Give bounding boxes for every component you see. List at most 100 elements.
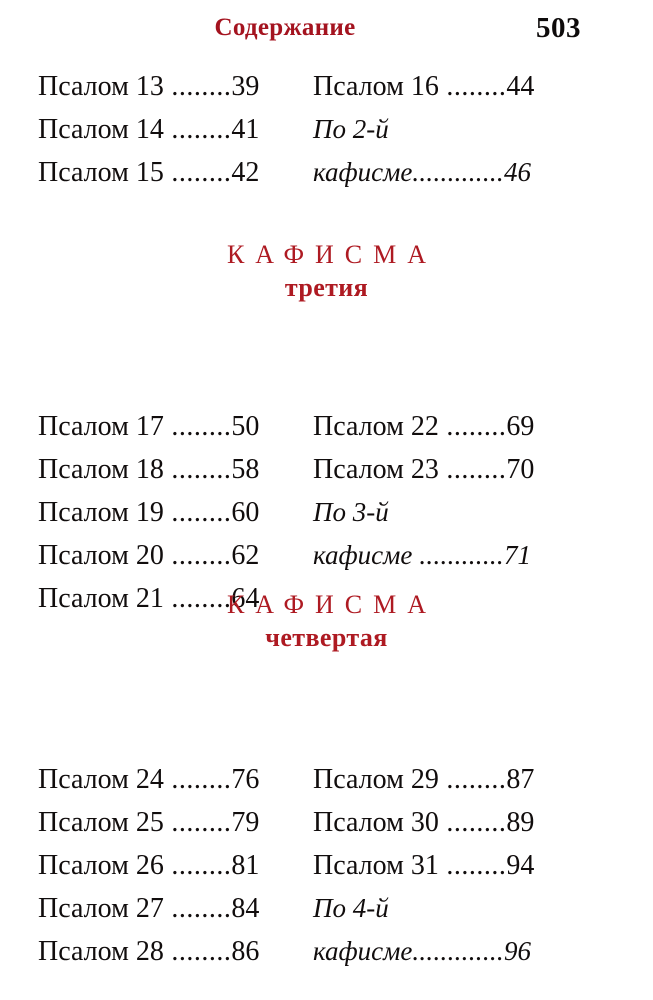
toc-entry-page: 50 — [231, 410, 260, 442]
toc-entry-label: Псалом 28 — [38, 935, 164, 967]
toc-entry-page: 42 — [231, 157, 260, 188]
toc-entry-label: Псалом 21 — [38, 582, 164, 614]
toc-entry-page: 41 — [231, 114, 260, 145]
toc-column-right: Псалом 22 ........69 Псалом 23 ........70… — [313, 405, 583, 577]
toc-entry-leader: ........ — [163, 849, 232, 881]
toc-entry-label: Псалом 24 — [38, 763, 164, 795]
toc-entry-page: 87 — [506, 763, 535, 795]
toc-entry[interactable]: Псалом 16 ........44 — [313, 65, 583, 108]
toc-entry-leader: ........ — [163, 539, 232, 571]
toc-entry-leader: ........ — [438, 71, 507, 102]
toc-entry-leader: ........ — [163, 157, 232, 188]
toc-entry-label: Псалом 23 — [313, 453, 439, 485]
toc-entry[interactable]: Псалом 24 ........76 — [38, 758, 300, 801]
kathisma-word: КАФИСМА — [226, 590, 438, 619]
toc-entry[interactable]: Псалом 27 ........84 — [38, 887, 300, 930]
toc-entry-label: Псалом 31 — [313, 849, 439, 881]
toc-entry[interactable]: Псалом 20 ........62 — [38, 534, 300, 577]
toc-entry-label: Псалом 30 — [313, 806, 439, 838]
toc-entry-page: 64 — [231, 582, 260, 614]
page-title: Содержание — [214, 14, 356, 41]
toc-entry-page: 84 — [231, 892, 260, 924]
toc-entry-label: Псалом 15 — [38, 157, 164, 188]
running-head: Содержание 503 — [0, 12, 653, 54]
toc-entry-page: 71 — [503, 539, 531, 570]
toc-entry-leader: ........ — [163, 582, 232, 614]
toc-entry[interactable]: Псалом 17 ........50 — [38, 405, 300, 448]
toc-entry[interactable]: Псалом 30 ........89 — [313, 801, 583, 844]
toc-entry[interactable]: Псалом 15 ........42 — [38, 151, 300, 194]
toc-entry-label: кафисме — [313, 157, 413, 187]
toc-entry-label: Псалом 27 — [38, 892, 164, 924]
toc-entry-leader: ........ — [163, 806, 232, 838]
toc-entry-page: 70 — [506, 453, 535, 485]
toc-entry[interactable]: Псалом 26 ........81 — [38, 844, 300, 887]
toc-entry-label: Псалом 20 — [38, 539, 164, 571]
toc-entry[interactable]: Псалом 22 ........69 — [313, 405, 583, 448]
toc-entry-leader: ............ — [412, 539, 504, 570]
toc-entry[interactable]: кафисме ............71 — [313, 534, 583, 577]
toc-entry-label: Псалом 13 — [38, 71, 164, 102]
toc-entry-page: 81 — [231, 849, 260, 881]
toc-entry-label: Псалом 18 — [38, 453, 164, 485]
toc-entry-label: кафисме — [313, 935, 413, 966]
toc-entry[interactable]: По 3-й — [313, 491, 583, 534]
toc-entry-page: 89 — [506, 806, 535, 838]
toc-entry[interactable]: Псалом 28 ........86 — [38, 930, 300, 973]
toc-entry-page: 76 — [231, 763, 260, 795]
toc-entry-page: 39 — [231, 71, 260, 102]
entry-columns: Псалом 17 ........50 Псалом 18 ........58… — [0, 405, 653, 620]
toc-entry[interactable]: кафисме.............46 — [313, 151, 583, 194]
page-number: 503 — [536, 12, 581, 44]
toc-entry-label: Псалом 29 — [313, 763, 439, 795]
toc-entry-page: 96 — [503, 935, 531, 966]
toc-section: КАФИСМА третия Псалом 17 ........50 Псалом … — [0, 240, 653, 620]
kathisma-ordinal: четвертая — [265, 623, 388, 653]
toc-entry-page: 62 — [231, 539, 260, 571]
toc-entry-page: 46 — [503, 157, 531, 187]
toc-entry-label: кафисме — [313, 539, 413, 570]
toc-entry-leader: ........ — [438, 453, 507, 485]
toc-entry-page: 94 — [506, 849, 535, 881]
toc-entry[interactable]: Псалом 18 ........58 — [38, 448, 300, 491]
toc-entry-label: Псалом 17 — [38, 410, 164, 442]
toc-entry-leader: ............. — [412, 935, 504, 966]
toc-entry-page: 60 — [231, 496, 260, 528]
toc-entry-leader: ........ — [163, 71, 232, 102]
toc-entry-page: 58 — [231, 453, 260, 485]
entry-columns: Псалом 24 ........76 Псалом 25 ........79… — [0, 758, 653, 973]
toc-entry[interactable]: Псалом 19 ........60 — [38, 491, 300, 534]
toc-entry-leader: ........ — [163, 114, 232, 145]
toc-entry-leader: ........ — [438, 806, 507, 838]
toc-entry-leader: ........ — [163, 763, 232, 795]
toc-entry-label: Псалом 19 — [38, 496, 164, 528]
toc-entry-leader: ........ — [438, 410, 507, 442]
toc-entry[interactable]: Псалом 29 ........87 — [313, 758, 583, 801]
toc-column-left: Псалом 24 ........76 Псалом 25 ........79… — [38, 758, 300, 973]
toc-entry-leader: ............. — [412, 157, 504, 187]
toc-entry-label: По 4-й — [313, 892, 389, 923]
toc-entry[interactable]: По 2-й — [313, 108, 583, 151]
toc-column-left: Псалом 13 ........39 Псалом 14 ........41… — [38, 65, 300, 194]
kathisma-heading: КАФИСМА третия — [0, 240, 653, 305]
toc-entry[interactable]: Псалом 21 ........64 — [38, 577, 300, 620]
toc-entry[interactable]: Псалом 14 ........41 — [38, 108, 300, 151]
toc-entry-page: 79 — [231, 806, 260, 838]
toc-entry-page: 86 — [231, 935, 260, 967]
toc-entry-label: Псалом 22 — [313, 410, 439, 442]
toc-entry[interactable]: По 4-й — [313, 887, 583, 930]
toc-section: КАФИСМА четвертая Псалом 24 ........76 Псал… — [0, 590, 653, 973]
toc-entry[interactable]: Псалом 25 ........79 — [38, 801, 300, 844]
toc-entry-leader: ........ — [163, 496, 232, 528]
toc-entry-leader: ........ — [163, 410, 232, 442]
toc-entry[interactable]: Псалом 23 ........70 — [313, 448, 583, 491]
toc-entry[interactable]: кафисме.............96 — [313, 930, 583, 973]
toc-entry[interactable]: Псалом 13 ........39 — [38, 65, 300, 108]
toc-entry-label: Псалом 26 — [38, 849, 164, 881]
toc-section: Псалом 13 ........39 Псалом 14 ........41… — [0, 65, 653, 194]
kathisma-ordinal: третия — [284, 273, 369, 303]
toc-entry-leader: ........ — [438, 763, 507, 795]
toc-column-right: Псалом 16 ........44 По 2-й кафисме.......… — [313, 65, 583, 194]
toc-entry[interactable]: Псалом 31 ........94 — [313, 844, 583, 887]
toc-entry-page: 44 — [506, 71, 535, 102]
